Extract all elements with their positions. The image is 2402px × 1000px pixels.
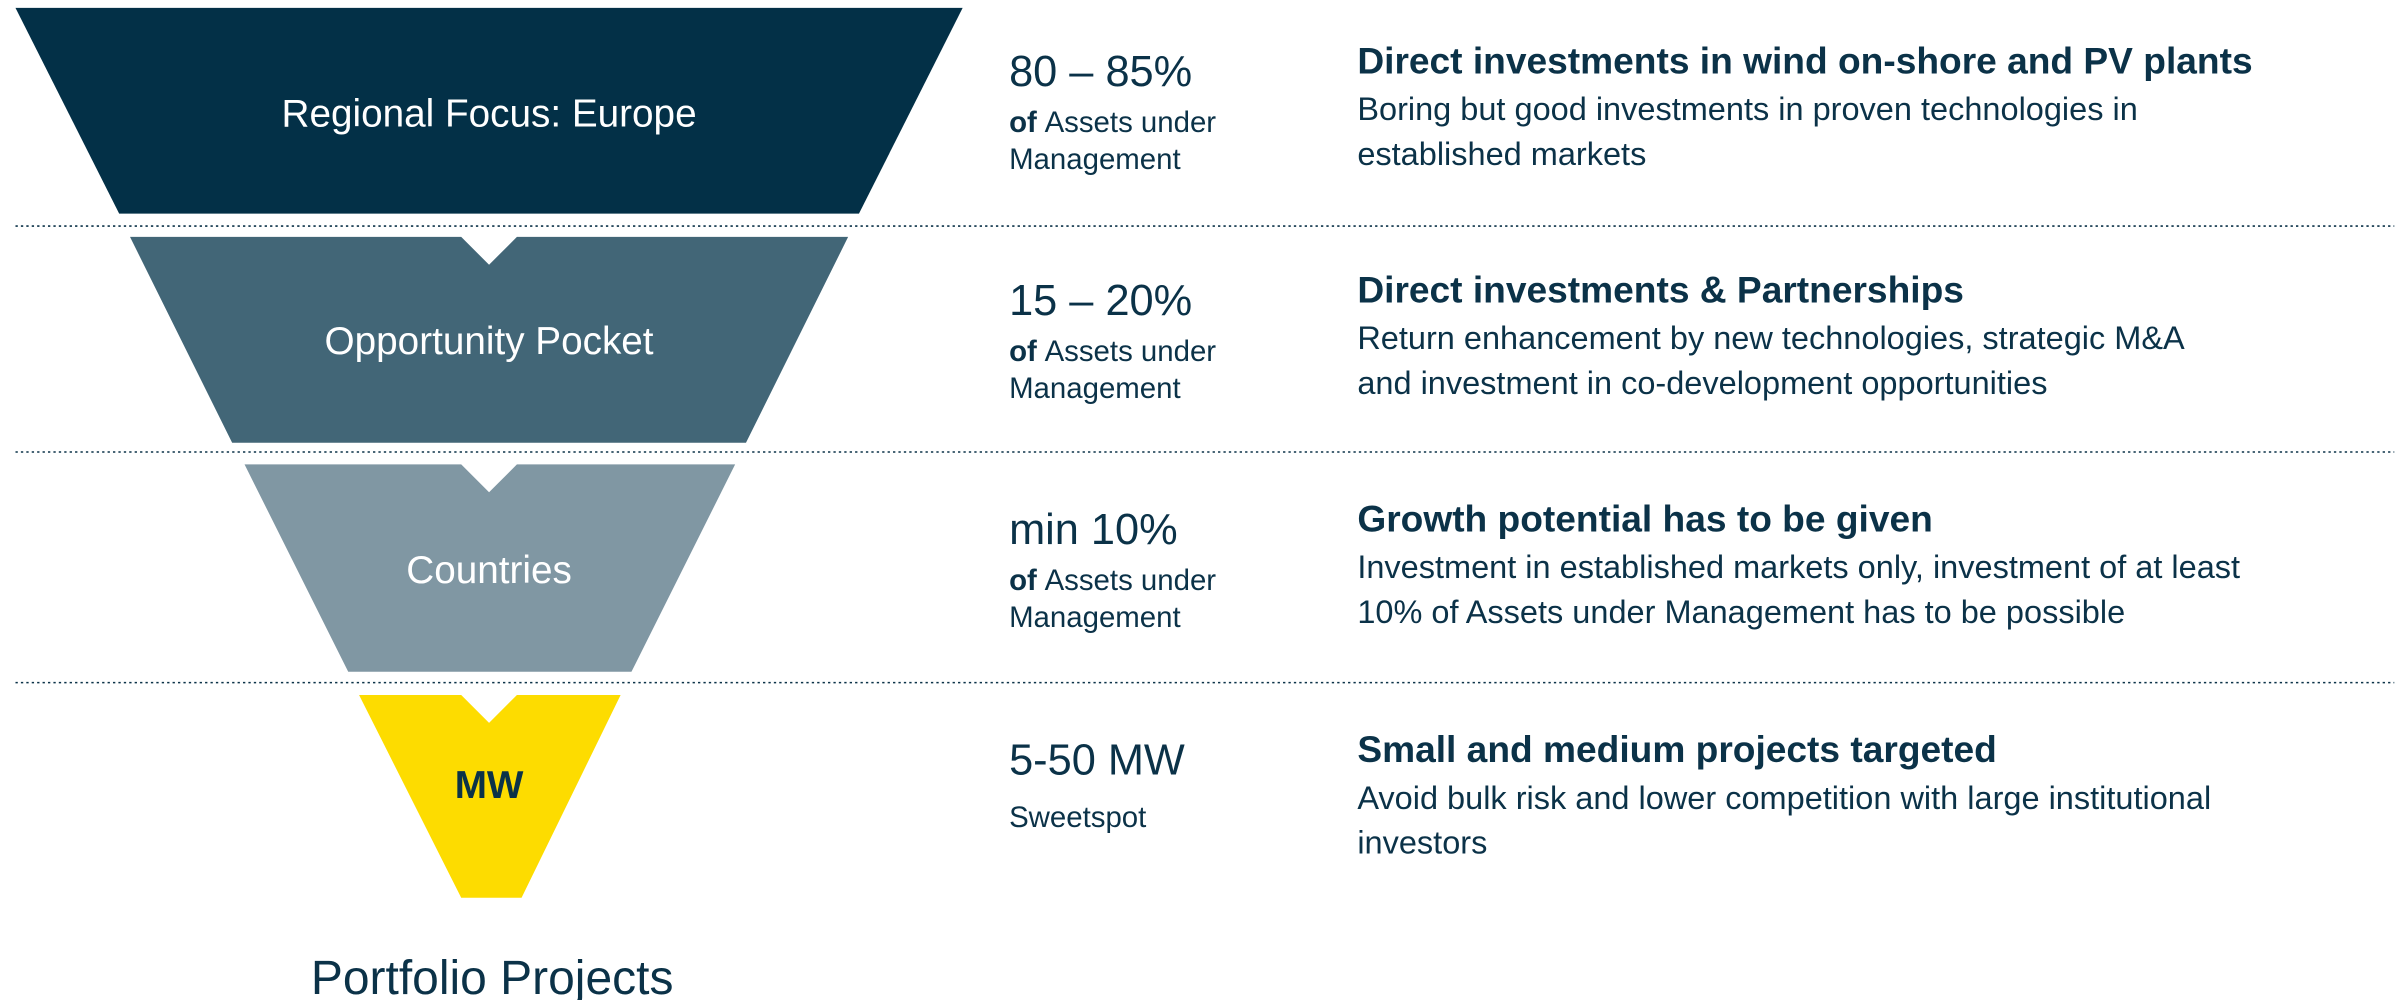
- metric-subtitle-bold: of: [1009, 106, 1037, 139]
- level-heading: Direct investments & Partnerships: [1357, 268, 1964, 310]
- funnel-label: Opportunity Pocket: [325, 320, 654, 363]
- level-description: 10% of Assets under Management has to be…: [1357, 594, 2125, 630]
- funnel-segment: [244, 464, 736, 672]
- metric-subtitle-text: Management: [1009, 143, 1181, 176]
- level-heading: Small and medium projects targeted: [1357, 728, 1997, 770]
- level-description: Return enhancement by new technologies, …: [1357, 320, 2185, 356]
- level-heading: Direct investments in wind on-shore and …: [1357, 39, 2252, 81]
- metric-subtitle-text: Assets under: [1045, 335, 1217, 368]
- metric-value: 15 – 20%: [1009, 277, 1192, 325]
- metric-subtitle-text: Management: [1009, 601, 1181, 634]
- level-description: Avoid bulk risk and lower competition wi…: [1357, 780, 2211, 816]
- metric-subtitle-text: Management: [1009, 372, 1181, 405]
- metric-subtitle: of Assets under: [1009, 335, 1216, 368]
- footer-title: Portfolio Projects: [311, 952, 674, 1000]
- metric-subtitle-bold: of: [1009, 564, 1037, 597]
- funnel-label: MW: [455, 764, 524, 807]
- metric-subtitle: of Assets under: [1009, 106, 1216, 139]
- metric-subtitle: Management: [1009, 601, 1181, 634]
- metric-subtitle-bold: of: [1009, 335, 1037, 368]
- metric-value: 80 – 85%: [1009, 48, 1192, 96]
- metric-value: min 10%: [1009, 506, 1178, 554]
- level-heading: Growth potential has to be given: [1357, 497, 1932, 539]
- metric-subtitle-text: Assets under: [1045, 106, 1217, 139]
- metric-subtitle: of Assets under: [1009, 564, 1216, 597]
- metric-subtitle: Management: [1009, 143, 1181, 176]
- level-description: Investment in established markets only, …: [1357, 549, 2240, 585]
- metric-subtitle-text: Sweetspot: [1009, 801, 1146, 834]
- level-description: Boring but good investments in proven te…: [1357, 91, 2138, 127]
- level-description: investors: [1357, 825, 1487, 861]
- metric-subtitle-text: Assets under: [1045, 564, 1217, 597]
- funnel-segment: [15, 7, 963, 214]
- metric-value: 5-50 MW: [1009, 737, 1185, 785]
- metric-subtitle: Sweetspot: [1009, 801, 1146, 834]
- metric-subtitle: Management: [1009, 372, 1181, 405]
- funnel-segment: [359, 695, 621, 898]
- funnel-label: Countries: [406, 549, 572, 592]
- level-description: and investment in co-development opportu…: [1357, 365, 2047, 401]
- funnel-segment: [130, 236, 849, 443]
- level-description: established markets: [1357, 136, 1646, 172]
- funnel-label: Regional Focus: Europe: [282, 92, 697, 135]
